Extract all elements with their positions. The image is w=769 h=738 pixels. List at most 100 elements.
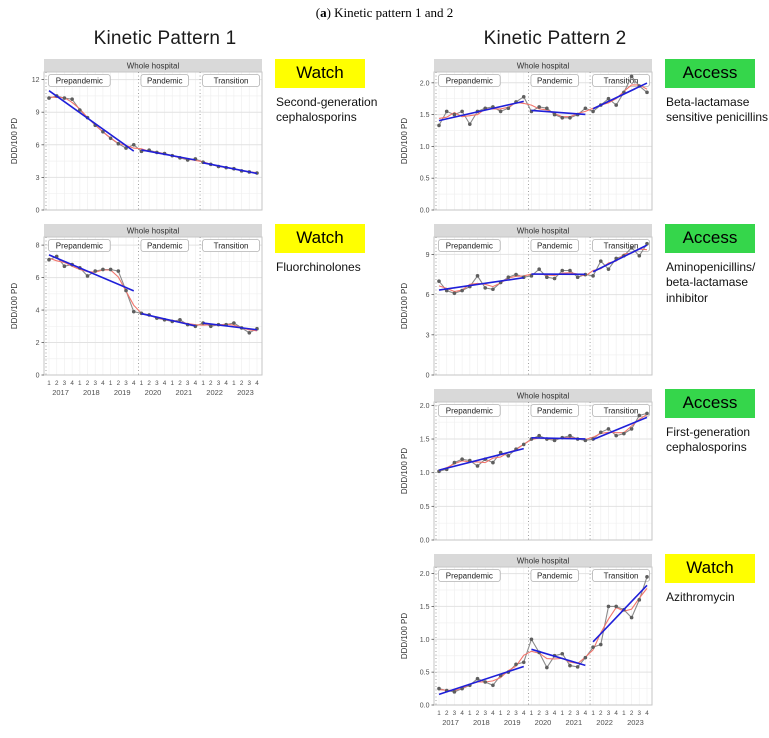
gridlines [434,567,652,705]
svg-text:4: 4 [614,710,618,717]
svg-text:3: 3 [514,710,518,717]
svg-text:0.0: 0.0 [420,703,430,710]
svg-text:2: 2 [568,710,572,717]
aware-badge-access: Access [665,389,755,418]
svg-text:Pandemic: Pandemic [537,241,573,250]
data-points [47,255,259,335]
svg-text:4: 4 [224,380,228,387]
svg-text:4: 4 [491,710,495,717]
svg-text:4: 4 [255,380,259,387]
svg-text:2023: 2023 [237,388,254,397]
panel-border [434,402,652,540]
svg-text:Prepandemic: Prepandemic [446,571,493,580]
svg-text:0: 0 [36,373,40,380]
svg-text:2: 2 [445,710,449,717]
data-points [437,412,649,473]
svg-text:Pandemic: Pandemic [537,76,573,85]
svg-text:2: 2 [537,710,541,717]
svg-text:Pandemic: Pandemic [537,406,573,415]
svg-text:3: 3 [248,380,252,387]
svg-text:4: 4 [163,380,167,387]
data-points [437,575,649,694]
facet-strip-label: Whole hospital [517,227,570,236]
y-axis: 0.00.51.01.52.0 [420,571,434,709]
drug-label: Fluorchinolones [273,260,391,276]
column-title-2: Kinetic Pattern 2 [424,28,686,50]
aware-badge-access: Access [665,59,755,88]
svg-text:2022: 2022 [206,388,223,397]
trend-lines [439,417,647,470]
svg-text:2021: 2021 [565,718,582,727]
svg-text:4: 4 [132,380,136,387]
svg-text:1.5: 1.5 [420,437,430,444]
facet-strip-label: Whole hospital [127,62,180,71]
svg-text:3: 3 [426,332,430,339]
aware-badge-access: Access [665,224,755,253]
svg-text:Transition: Transition [604,76,639,85]
svg-text:2: 2 [476,710,480,717]
svg-text:2017: 2017 [52,388,69,397]
y-axis-title: DDD/100 PD [400,448,409,494]
y-axis: 0.00.51.01.52.0 [420,80,434,214]
svg-text:Transition: Transition [214,76,249,85]
svg-text:6: 6 [426,292,430,299]
svg-text:9: 9 [36,110,40,117]
svg-text:1.0: 1.0 [420,470,430,477]
svg-text:3: 3 [576,710,580,717]
svg-text:2020: 2020 [145,388,162,397]
svg-text:2.0: 2.0 [420,80,430,87]
facet-strip-label: Whole hospital [517,392,570,401]
svg-text:2.0: 2.0 [420,571,430,578]
svg-text:4: 4 [584,710,588,717]
svg-text:2: 2 [178,380,182,387]
caption-text: ) Kinetic pattern 1 and 2 [327,5,454,20]
svg-text:1.0: 1.0 [420,637,430,644]
svg-text:0.5: 0.5 [420,176,430,183]
y-axis-title: DDD/100 PD [400,283,409,329]
svg-text:2020: 2020 [535,718,552,727]
svg-text:0: 0 [36,208,40,215]
svg-text:Prepandemic: Prepandemic [446,241,493,250]
svg-text:1: 1 [201,380,205,387]
svg-text:3: 3 [63,380,67,387]
panel-border [44,237,262,375]
svg-text:4: 4 [645,710,649,717]
panel-border [434,72,652,210]
facet-strip-label: Whole hospital [517,557,570,566]
svg-text:1: 1 [468,710,472,717]
svg-text:Transition: Transition [604,406,639,415]
svg-text:4: 4 [194,380,198,387]
svg-text:Pandemic: Pandemic [537,571,573,580]
svg-text:3: 3 [453,710,457,717]
svg-text:1: 1 [561,710,565,717]
y-axis-title: DDD/100 PD [400,613,409,659]
svg-text:4: 4 [36,308,40,315]
chart-annotation: Watch Azithromycin [663,554,769,605]
drug-label: First-generation cephalosporins [663,425,769,457]
svg-text:3: 3 [607,710,611,717]
chart-annotation: Access Beta-lactamase sensitive penicill… [663,59,769,126]
svg-text:4: 4 [522,710,526,717]
svg-text:3: 3 [483,710,487,717]
svg-text:1.0: 1.0 [420,144,430,151]
aware-badge-watch: Watch [275,224,365,253]
svg-text:Pandemic: Pandemic [147,76,183,85]
svg-text:2019: 2019 [114,388,131,397]
svg-text:0.5: 0.5 [420,670,430,677]
chart-annotation: Watch Fluorchinolones [273,224,391,275]
svg-text:2: 2 [240,380,244,387]
drug-label: Azithromycin [663,590,769,606]
